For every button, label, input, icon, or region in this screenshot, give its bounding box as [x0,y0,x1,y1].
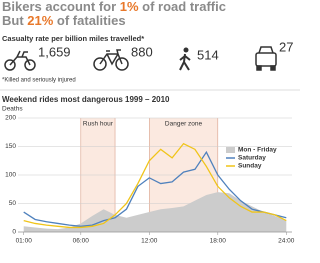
line [23,142,287,229]
headline: Bikers account for 1% of road traffic [2,0,226,14]
y-tick-label: 150 [5,143,16,150]
y-tick-label: 0 [12,229,16,236]
car-icon [255,46,277,71]
region-label: Rush hour [83,121,114,128]
motorbike-icon [4,50,36,71]
headline-highlight: 21% [27,13,53,28]
line [23,150,287,227]
stats-title: Casualty rate per billion miles travelle… [2,34,144,43]
legend-swatch [226,147,235,153]
footnote: *Killed and seriously injured [2,78,76,84]
x-tick-label: 12:00 [141,238,158,245]
stat-value: 880 [131,44,153,59]
headline-text: of road traffic [139,0,226,14]
infographic: Bikers account for 1% of road traffic Bu… [0,0,300,245]
headline-text: Bikers account for [2,0,120,14]
y-tick-label: 200 [5,115,16,122]
pedestrian-icon [179,47,191,71]
x-tick-label: 06:00 [73,238,90,245]
region-label: Danger zone [165,121,203,128]
y-tick-label: 100 [5,172,16,179]
headline-text: of fatalities [53,13,125,28]
headline-text: But [2,13,27,28]
stat-value: 1,659 [38,44,71,59]
legend-label: Mon - Friday [238,147,277,154]
legend-label: Sunday [238,163,262,170]
x-tick-label: 01:00 [16,238,33,245]
bicycle-icon [93,49,129,71]
y-axis-label: Deaths [2,106,23,113]
page: Bikers account for 1% of road traffic Bu… [0,0,300,245]
y-tick-label: 50 [9,200,17,207]
chart-title: Weekend rides most dangerous 1999 – 2010 [2,95,170,104]
headline-highlight: 1% [120,0,139,14]
legend-label: Saturday [238,155,266,162]
x-tick-label: 24:00 [278,238,295,245]
stat-value: 27 [279,39,293,54]
area [23,192,287,232]
x-tick-label: 18:00 [210,238,227,245]
stat-value: 514 [197,47,219,62]
headline: But 21% of fatalities [2,13,126,28]
